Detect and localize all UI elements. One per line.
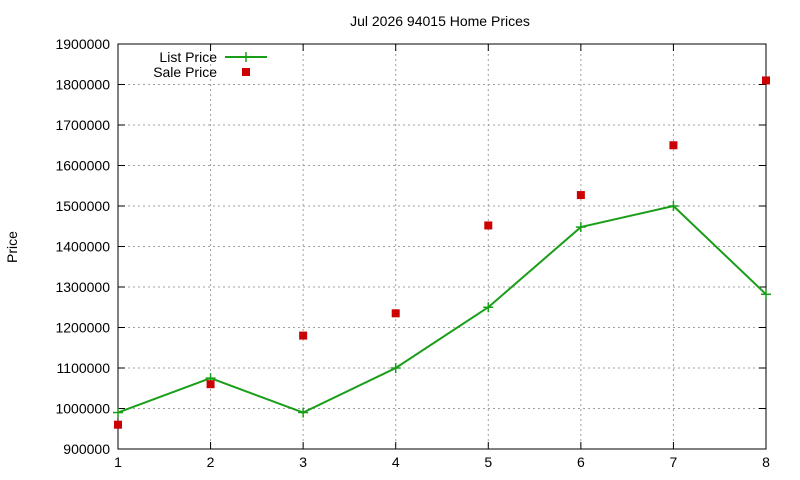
series-1: [113, 201, 771, 418]
series-layer: [113, 76, 771, 429]
data-point: [483, 302, 494, 313]
data-point: [114, 420, 122, 429]
y-tick-label: 1700000: [55, 117, 110, 133]
y-tick-label: 1200000: [55, 320, 110, 336]
y-tick-label: 1400000: [55, 239, 110, 255]
data-point: [299, 331, 308, 340]
data-point: [762, 76, 770, 85]
x-tick-label: 4: [392, 454, 400, 470]
x-tick-label: 8: [762, 454, 770, 470]
y-tick-label: 1500000: [55, 198, 110, 214]
x-tick-label: 7: [670, 454, 678, 470]
data-point: [575, 222, 586, 233]
y-tick-label: 1600000: [55, 158, 110, 174]
data-point: [390, 363, 401, 373]
legend-marker: [241, 52, 251, 62]
y-tick-label: 1300000: [55, 279, 110, 295]
x-tick-label: 6: [577, 454, 585, 470]
data-point: [761, 289, 771, 300]
x-tick-label: 5: [484, 454, 492, 470]
series-2: [114, 76, 770, 429]
grid: [118, 44, 766, 449]
data-point: [113, 407, 123, 418]
y-tick-label: 1100000: [57, 360, 111, 376]
data-point: [668, 201, 679, 211]
y-tick-label: 1900000: [55, 36, 110, 52]
chart-title: Jul 2026 94015 Home Prices: [350, 13, 530, 29]
y-tick-label: 1800000: [55, 77, 110, 93]
axis-ticks: 900000 1000000 1100000 1200000 1300000 140000…: [55, 36, 770, 470]
y-tick-label: 1000000: [55, 401, 110, 417]
data-point: [206, 380, 215, 389]
data-point: [298, 407, 309, 418]
legend-label: List Price: [159, 49, 217, 65]
data-point: [484, 221, 493, 230]
series-line: [117, 204, 767, 414]
y-tick-label: 900000: [63, 441, 110, 457]
data-point: [576, 191, 585, 200]
data-point: [669, 141, 678, 150]
y-axis-label: Price: [4, 231, 20, 263]
x-tick-label: 1: [114, 454, 122, 470]
x-tick-label: 2: [207, 454, 215, 470]
data-point: [391, 309, 400, 318]
legend-label: Sale Price: [153, 64, 217, 80]
x-tick-label: 3: [299, 454, 307, 470]
legend-marker: [242, 68, 250, 76]
